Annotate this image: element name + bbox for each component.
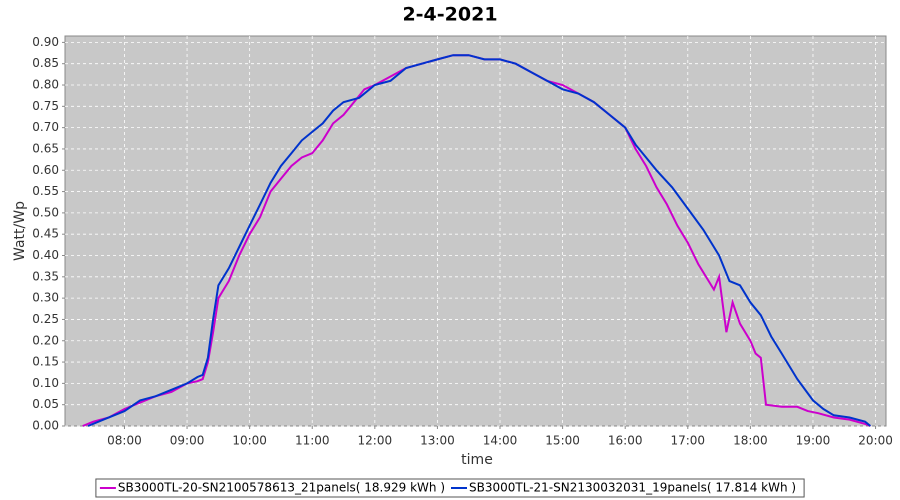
y-tick-label: 0.55 <box>32 184 59 198</box>
x-tick-label: 19:00 <box>796 434 831 448</box>
y-tick-label: 0.60 <box>32 163 59 177</box>
y-tick-label: 0.70 <box>32 120 59 134</box>
y-tick-label: 0.65 <box>32 141 59 155</box>
y-tick-label: 0.75 <box>32 99 59 113</box>
legend-box <box>95 478 805 498</box>
y-tick-label: 0.20 <box>32 333 59 347</box>
y-tick-label: 0.90 <box>32 35 59 49</box>
y-tick-label: 0.80 <box>32 78 59 92</box>
x-axis-label: time <box>461 452 493 468</box>
x-tick-label: 11:00 <box>295 434 330 448</box>
y-tick-label: 0.50 <box>32 205 59 219</box>
x-tick-label: 10:00 <box>232 434 267 448</box>
x-tick-label: 17:00 <box>670 434 705 448</box>
y-tick-label: 0.30 <box>32 291 59 305</box>
x-tick-label: 15:00 <box>545 434 580 448</box>
chart-title: 2-4-2021 <box>402 4 497 26</box>
x-tick-label: 13:00 <box>420 434 455 448</box>
y-tick-label: 0.45 <box>32 227 59 241</box>
x-tick-label: 08:00 <box>107 434 142 448</box>
series-line <box>87 54 872 427</box>
x-tick-label: 20:00 <box>858 434 893 448</box>
y-tick-label: 0.00 <box>32 419 59 433</box>
x-tick-label: 12:00 <box>358 434 393 448</box>
x-tick-label: 09:00 <box>170 434 205 448</box>
x-tick-label: 14:00 <box>483 434 518 448</box>
legend-text: SB3000TL-20-SN2100578613_21panels( 18.92… <box>118 481 445 495</box>
y-tick-label: 0.05 <box>32 397 59 411</box>
y-tick-label: 0.10 <box>32 376 59 390</box>
legend-text: SB3000TL-21-SN2130032031_19panels( 17.81… <box>469 481 796 495</box>
y-tick-label: 0.85 <box>32 56 59 70</box>
y-tick-label: 0.15 <box>32 355 59 369</box>
x-tick-label: 16:00 <box>608 434 643 448</box>
legend: SB3000TL-20-SN2100578613_21panels( 18.92… <box>95 478 805 498</box>
x-tick-label: 18:00 <box>733 434 768 448</box>
y-tick-label: 0.35 <box>32 269 59 283</box>
plot-area <box>64 35 887 427</box>
y-axis-label: Watt/Wp <box>12 201 28 261</box>
y-tick-label: 0.40 <box>32 248 59 262</box>
y-tick-label: 0.25 <box>32 312 59 326</box>
